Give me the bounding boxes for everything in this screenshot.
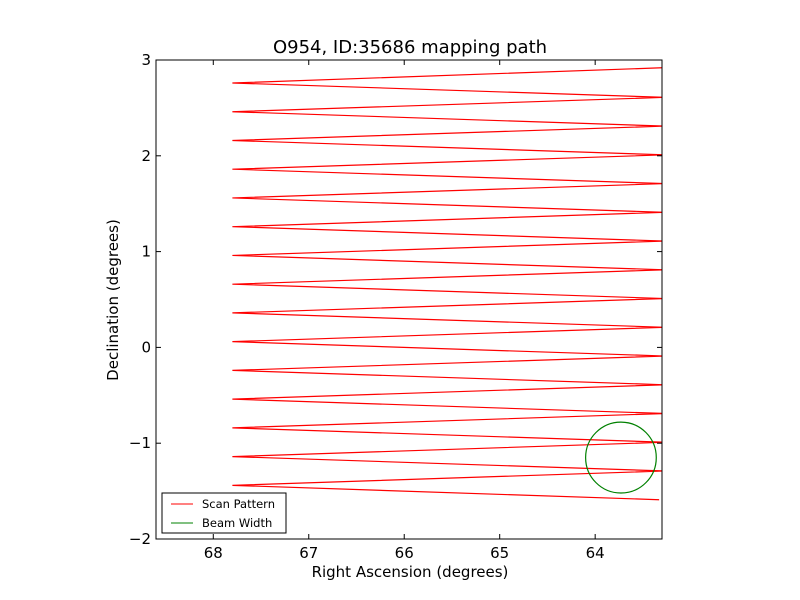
legend-scan-pattern-label: Scan Pattern (202, 497, 275, 511)
y-tick-label: 1 (141, 243, 151, 261)
x-axis-label: Right Ascension (degrees) (312, 563, 509, 581)
beam-width-circle (585, 421, 657, 494)
legend-beam-width-label: Beam Width (202, 516, 272, 530)
x-tick-label: 68 (204, 544, 223, 562)
y-axis-label: Declination (degrees) (104, 219, 122, 381)
y-axis: −2 −1 0 1 2 3 (129, 51, 662, 548)
y-tick-label: 3 (141, 51, 151, 69)
legend-frame (161, 492, 287, 534)
x-tick-label: 64 (586, 544, 605, 562)
y-tick-label: −1 (129, 434, 151, 452)
y-tick-label: −2 (129, 530, 151, 548)
x-axis: 68 67 66 65 64 (204, 60, 605, 562)
chart-title: O954, ID:35686 mapping path (273, 37, 547, 58)
y-tick-label: 2 (141, 147, 151, 165)
y-tick-label: 0 (141, 338, 151, 356)
plot-frame (155, 59, 663, 540)
legend: Scan Pattern Beam Width (161, 492, 287, 534)
scan-pattern-line (232, 67, 662, 501)
plot-content (232, 67, 662, 501)
x-tick-label: 65 (490, 544, 509, 562)
x-tick-label: 67 (299, 544, 318, 562)
x-tick-label: 66 (395, 544, 414, 562)
